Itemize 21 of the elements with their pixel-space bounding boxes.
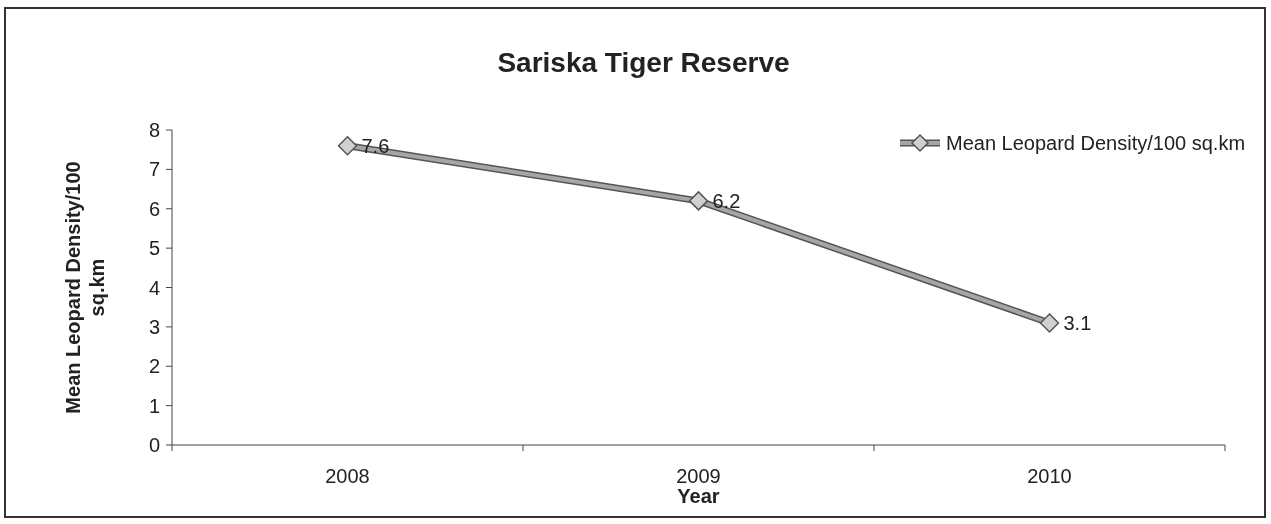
legend-label: Mean Leopard Density/100 sq.km <box>946 132 1246 154</box>
point <box>337 136 358 156</box>
point <box>1039 313 1060 333</box>
y-tick-label: 3 <box>148 315 160 338</box>
y-tick-label: 7 <box>148 158 160 181</box>
x-tick-label: 2008 <box>325 465 370 487</box>
data-label: 6.2 <box>712 189 741 212</box>
x-tick-label: 2009 <box>676 465 721 487</box>
y-tick-label: 5 <box>148 237 160 260</box>
y-tick-label: 8 <box>148 119 160 141</box>
y-tick-label: 1 <box>148 394 160 417</box>
chart-title: Sariska Tiger Reserve <box>497 47 790 78</box>
y-axis-title: Mean Leopard Density/100 sq.km <box>62 161 108 414</box>
y-tick-label: 2 <box>148 355 160 378</box>
y-tick-label: 0 <box>148 434 160 456</box>
x-tick-label: 2010 <box>1027 465 1072 487</box>
point <box>688 191 709 211</box>
y-tick-label: 4 <box>148 276 160 299</box>
y-tick-label: 6 <box>148 197 160 220</box>
x-axis-title: Year <box>677 485 720 507</box>
data-label: 3.1 <box>1063 311 1092 334</box>
